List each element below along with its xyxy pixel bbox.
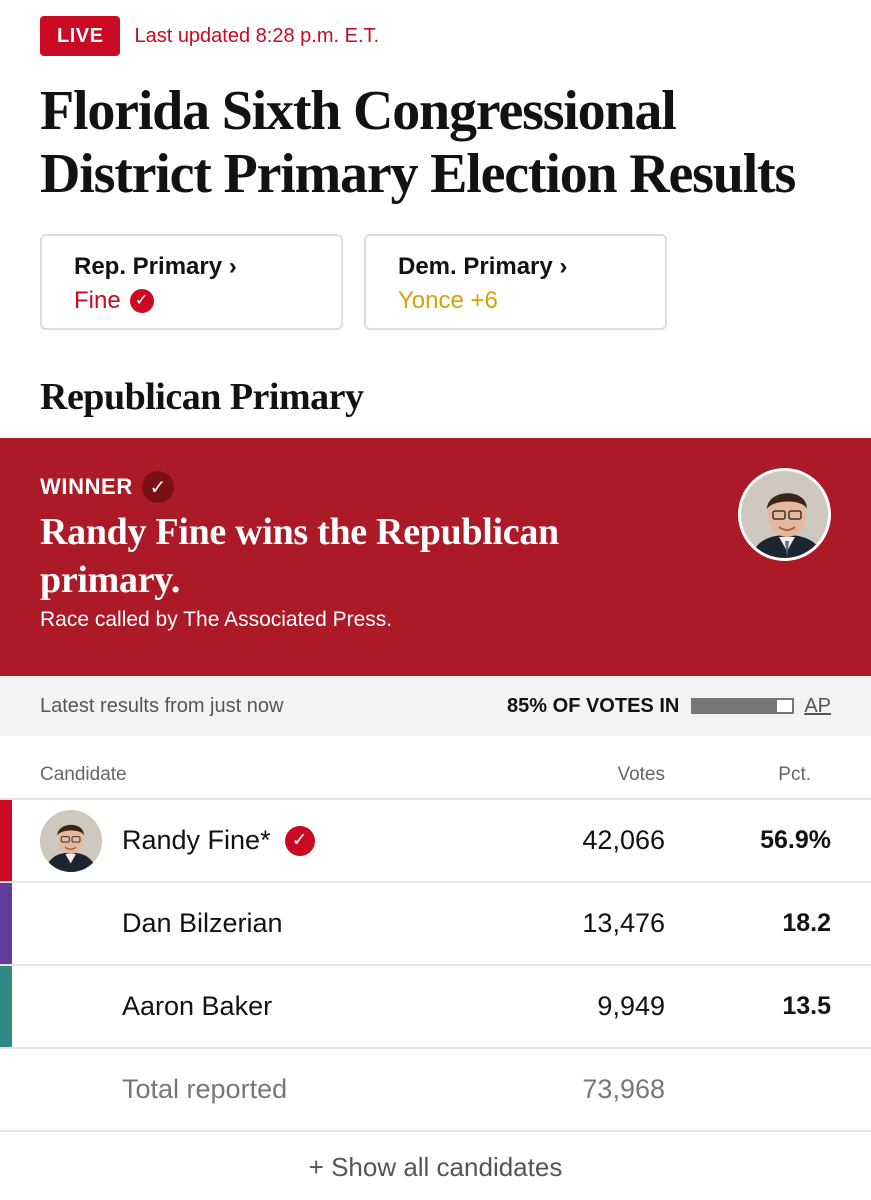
dem-primary-leader: Yonce +6: [398, 287, 498, 314]
section-title: Republican Primary: [40, 376, 364, 418]
page-title: Florida Sixth Congressional District Pri…: [40, 80, 796, 205]
party-color-bar: [0, 883, 12, 964]
dem-primary-card[interactable]: Dem. Primary › Yonce +6: [364, 234, 667, 330]
candidate-pct: 13.5: [782, 992, 831, 1020]
total-label: Total reported: [122, 1074, 288, 1104]
candidate-votes: 42,066: [582, 825, 665, 855]
total-votes: 73,968: [582, 1074, 665, 1104]
results-status-bar: Latest results from just now 85% OF VOTE…: [0, 676, 871, 736]
results-table-header: Candidate Votes Pct.: [40, 764, 831, 792]
winner-photo: [738, 468, 831, 561]
live-status-row: LIVE Last updated 8:28 p.m. E.T.: [40, 16, 379, 56]
ap-source-link[interactable]: AP: [804, 694, 831, 717]
table-row: Dan Bilzerian 13,476 18.2: [0, 881, 871, 964]
rep-primary-card[interactable]: Rep. Primary › Fine ✓: [40, 234, 343, 330]
table-row: Aaron Baker 9,949 13.5: [0, 964, 871, 1047]
party-color-bar: [0, 966, 12, 1047]
candidate-name: Randy Fine* ✓: [122, 800, 315, 881]
winner-headline: Randy Fine wins the Republican primary.: [40, 511, 559, 601]
candidate-pct: 56.9%: [760, 826, 831, 854]
last-updated-text: Last updated 8:28 p.m. E.T.: [134, 24, 380, 47]
results-table: Randy Fine* ✓ 42,066 56.9% Dan Bilzerian…: [0, 798, 871, 1132]
rep-primary-status: Fine ✓: [74, 285, 341, 317]
race-called-text: Race called by The Associated Press.: [40, 608, 393, 631]
party-color-bar: [0, 800, 12, 881]
candidate-portrait-icon: [741, 471, 828, 558]
votes-in-indicator: 85% OF VOTES IN AP: [507, 695, 831, 718]
candidate-pct: 18.2: [782, 909, 831, 937]
winner-banner: WINNER ✓ Randy Fine wins the Republican …: [0, 438, 871, 676]
candidate-portrait-icon: [40, 810, 102, 872]
check-icon: ✓: [129, 289, 154, 313]
avatar: [40, 810, 102, 872]
candidate-votes: 9,949: [597, 991, 665, 1021]
race-cards: Rep. Primary › Fine ✓ Dem. Primary › Yon…: [40, 234, 667, 330]
live-badge: LIVE: [40, 16, 121, 56]
candidate-name-text: Randy Fine*: [122, 825, 271, 855]
winner-check-icon: ✓: [284, 825, 315, 856]
latest-results-text: Latest results from just now: [40, 694, 284, 717]
candidate-votes: 13,476: [582, 908, 665, 938]
winner-label: WINNER: [40, 474, 133, 499]
total-row: Total reported 73,968: [0, 1047, 871, 1130]
votes-in-progress-bar: [691, 698, 795, 714]
votes-in-progress-fill: [693, 700, 778, 712]
dem-primary-label: Dem. Primary ›: [398, 253, 568, 280]
header-pct: Pct.: [778, 764, 811, 785]
header-candidate: Candidate: [40, 764, 127, 785]
table-row: Randy Fine* ✓ 42,066 56.9%: [0, 798, 871, 881]
show-all-candidates-button[interactable]: + Show all candidates: [308, 1152, 563, 1182]
table-divider: [0, 1130, 871, 1132]
candidate-name: Dan Bilzerian: [122, 908, 283, 938]
rep-primary-leader: Fine: [74, 287, 121, 314]
votes-in-text: 85% OF VOTES IN: [507, 694, 680, 717]
header-votes: Votes: [617, 764, 665, 785]
check-icon: ✓: [141, 471, 174, 503]
dem-primary-status: Yonce +6: [398, 285, 665, 317]
candidate-name: Aaron Baker: [122, 991, 273, 1021]
rep-primary-label: Rep. Primary ›: [74, 253, 237, 280]
winner-row: WINNER ✓: [40, 471, 174, 503]
